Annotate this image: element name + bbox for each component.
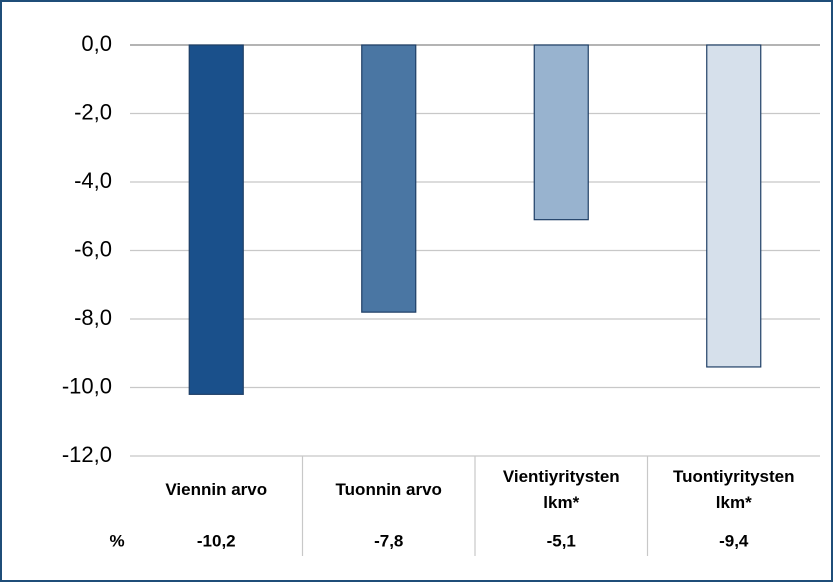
y-tick-label: -8,0: [74, 305, 112, 330]
y-tick-label: -6,0: [74, 236, 112, 261]
x-tick-label: Tuonnin arvo: [335, 480, 442, 499]
bar: [361, 44, 417, 313]
value-label: -7,8: [374, 531, 403, 550]
value-unit-label: %: [109, 531, 124, 550]
value-label: -10,2: [197, 531, 236, 550]
y-tick-label: -2,0: [74, 99, 112, 124]
y-tick-label: -12,0: [62, 442, 112, 467]
x-tick-label: Vientiyritysten lkm*: [502, 467, 620, 512]
x-tick-label: Tuontiyritysten lkm*: [672, 467, 795, 512]
value-label: -9,4: [719, 531, 749, 550]
value-label: -5,1: [547, 531, 576, 550]
bar: [706, 44, 762, 368]
y-tick-label: 0,0: [81, 31, 112, 56]
bar: [533, 44, 589, 221]
y-tick-label: -4,0: [74, 168, 112, 193]
x-tick-label: Viennin arvo: [165, 480, 268, 499]
y-tick-label: -10,0: [62, 373, 112, 398]
bar: [188, 44, 244, 395]
